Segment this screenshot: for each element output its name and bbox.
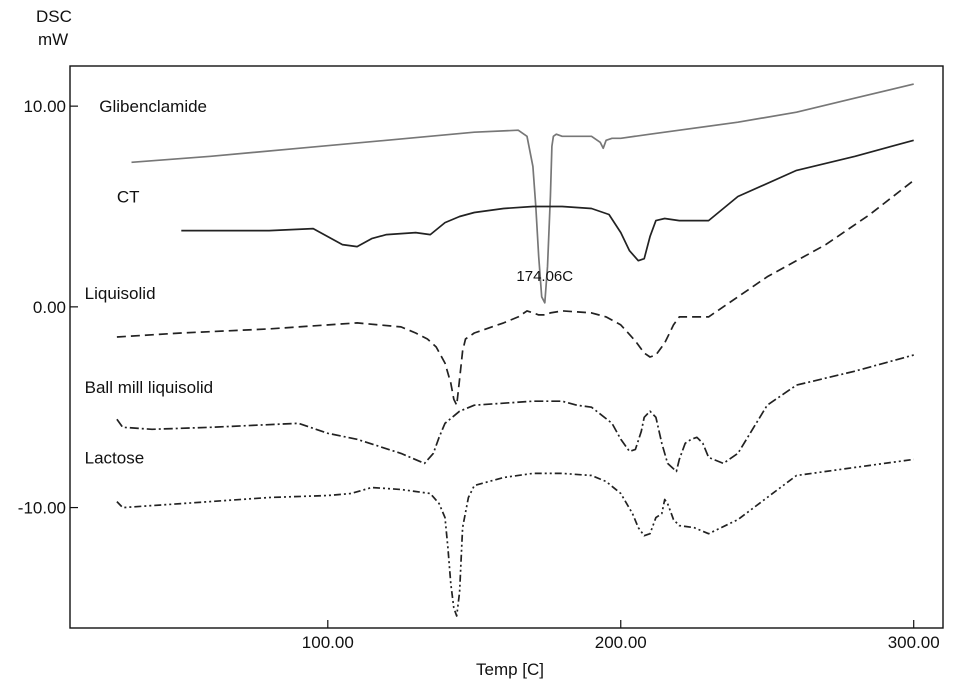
y-axis-label-dsc: DSC: [36, 7, 72, 26]
series-labels: Glibenclamide CT Liquisolid Ball mill liqui…: [85, 97, 214, 467]
x-tick-label: 300.00: [888, 633, 940, 652]
x-axis-label: Temp [C]: [476, 660, 544, 679]
peak-annotation: 174.06C: [516, 268, 573, 285]
series-line-liquisolid: [116, 179, 915, 407]
series-layer: [116, 83, 915, 617]
series-label: Glibenclamide: [99, 97, 207, 116]
series-line-ball-mill-liquisolid: [116, 354, 914, 473]
series-line-lactose: [116, 458, 914, 617]
axis-ticks: 100.00 200.00 300.00 10.00 0.00 -10.00: [18, 97, 940, 652]
y-tick-label: 10.00: [23, 97, 66, 116]
series-line-glibenclamide: [131, 83, 914, 304]
series-line-ct: [181, 139, 914, 262]
series-label: Ball mill liquisolid: [85, 378, 214, 397]
series-label: Lactose: [85, 448, 145, 467]
series-label: CT: [117, 187, 140, 206]
x-tick-label: 100.00: [302, 633, 354, 652]
series-label: Liquisolid: [85, 284, 156, 303]
y-axis-label-unit: mW: [38, 30, 68, 49]
y-tick-label: -10.00: [18, 499, 66, 518]
plot-frame: [69, 65, 944, 629]
y-tick-label: 0.00: [33, 298, 66, 317]
x-tick-label: 200.00: [595, 633, 647, 652]
